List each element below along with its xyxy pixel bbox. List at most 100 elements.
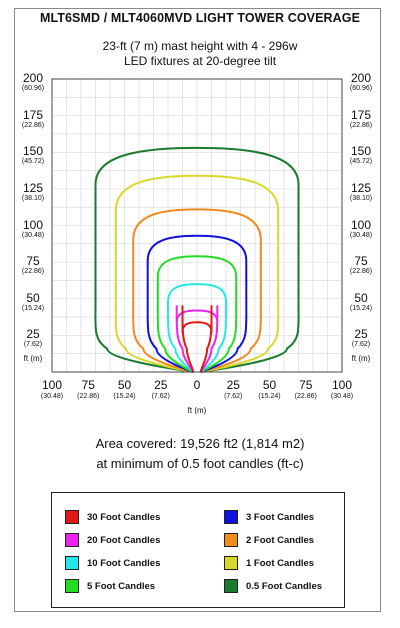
y-tick-label: 75 [354, 254, 368, 269]
x-tick-label: 50 [117, 378, 132, 392]
x-tick-metric: (22.86) [294, 393, 317, 400]
x-tick-label: 25 [154, 378, 168, 392]
x-tick-label: 75 [81, 378, 95, 392]
y-tick-label: 25 [26, 327, 40, 342]
legend-item: 5 Foot Candles [65, 577, 155, 595]
y-tick-metric: (7.62) [351, 341, 371, 349]
x-tick-metric: (30.48) [40, 393, 64, 400]
y-tick-label: 100 [350, 217, 372, 232]
contour-2-foot-candles [132, 208, 262, 373]
legend-swatch [65, 533, 79, 547]
x-tick-metric: (7.62) [224, 393, 243, 400]
x-tick-label: 75 [299, 378, 313, 392]
y-tick-metric: (45.72) [21, 158, 45, 166]
legend-swatch [65, 556, 79, 570]
y-tick-metric: (38.10) [349, 194, 373, 202]
x-tick-label: 100 [331, 378, 353, 392]
x-tick: 50 (15.24) [248, 379, 292, 400]
legend-label: 3 Foot Candles [246, 511, 315, 523]
x-tick-metric: (22.86) [77, 393, 100, 400]
contour-20-foot-candles [175, 305, 219, 373]
y-tick-label: 50 [354, 290, 368, 305]
legend-swatch [224, 556, 238, 570]
y-tick-right: 125 (38.10) [340, 182, 382, 202]
legend-swatch [224, 510, 238, 524]
x-tick: 25 (7.62) [211, 379, 255, 400]
contour-1-foot-candles [114, 174, 280, 373]
legend-item: 2 Foot Candles [224, 531, 314, 549]
legend-label: 0.5 Foot Candles [246, 580, 323, 592]
area-minimum-text: at minimum of 0.5 foot candles (ft-c) [96, 456, 304, 471]
x-tick-label: 0 [193, 378, 201, 392]
legend-item: 1 Foot Candles [224, 554, 314, 572]
y-tick-label: 200 [22, 71, 44, 85]
contour-0-5-foot-candles [94, 146, 300, 373]
contour-10-foot-candles [166, 283, 228, 373]
y-tick-metric: (22.86) [21, 121, 45, 129]
legend-item: 30 Foot Candles [65, 508, 160, 526]
chart-title: MLT6SMD / MLT4060MVD LIGHT TOWER COVERAG… [39, 11, 361, 25]
y-tick-right: 200 (60.96) [340, 72, 382, 92]
y-tick-right: 75 (22.86) [340, 255, 382, 275]
y-tick-right: 100 (30.48) [340, 219, 382, 239]
x-tick-label: 25 [226, 378, 240, 392]
y-tick-label: 150 [22, 144, 44, 159]
y-tick-right: 150 (45.72) [340, 145, 382, 165]
y-tick-right: 25 (7.62) [340, 328, 382, 348]
y-tick-metric: (22.86) [349, 121, 373, 129]
y-tick-metric: (38.10) [21, 194, 45, 202]
legend-item: 20 Foot Candles [65, 531, 160, 549]
chart-subtitle-line2: LED fixtures at 20-degree tilt [123, 54, 277, 68]
x-tick-metric: (30.48) [330, 393, 354, 400]
legend-label: 20 Foot Candles [87, 534, 161, 546]
y-tick-left: 50 (15.24) [12, 292, 54, 312]
area-covered-text: Area covered: 19,526 ft2 (1,814 m2) [95, 436, 305, 451]
y-tick-label: 75 [26, 254, 40, 269]
y-tick-right: 50 (15.24) [340, 292, 382, 312]
contour-30-foot-candles [181, 305, 213, 373]
legend-item: 3 Foot Candles [224, 508, 314, 526]
y-tick-left: 200 (60.96) [12, 72, 54, 92]
x-axis-unit: ft (m) [187, 406, 207, 415]
y-tick-right: 175 (22.86) [340, 109, 382, 129]
x-tick: 100 (30.48) [30, 379, 74, 400]
plot-border [51, 78, 343, 373]
x-tick: 0 [175, 379, 219, 393]
chart-subtitle-line1: 23-ft (7 m) mast height with 4 - 296w [102, 39, 298, 53]
y-tick-metric: (45.72) [349, 158, 373, 166]
y-tick-left: 175 (22.86) [12, 109, 54, 129]
y-tick-label: 150 [350, 144, 372, 159]
legend-label: 5 Foot Candles [87, 580, 156, 592]
y-tick-metric: (22.86) [349, 268, 373, 276]
y-tick-left: 100 (30.48) [12, 219, 54, 239]
legend: 30 Foot Candles 3 Foot Candles 20 Foot Can… [51, 492, 345, 608]
x-tick-metric: (7.62) [151, 393, 170, 400]
legend-label: 10 Foot Candles [87, 557, 161, 569]
x-tick-label: 100 [41, 378, 63, 392]
legend-item: 0.5 Foot Candles [224, 577, 322, 595]
y-tick-metric: (60.96) [349, 85, 373, 92]
y-tick-label: 175 [350, 107, 372, 122]
legend-label: 30 Foot Candles [87, 511, 161, 523]
x-tick-metric: (15.24) [258, 393, 281, 400]
x-tick: 25 (7.62) [139, 379, 183, 400]
y-tick-metric: (60.96) [21, 85, 45, 92]
contour-5-foot-candles [156, 255, 238, 373]
chart-frame [14, 8, 381, 612]
y-axis-unit-right: ft (m) [351, 354, 371, 363]
y-tick-label: 50 [26, 290, 40, 305]
contour-lines [94, 146, 300, 373]
legend-label: 2 Foot Candles [246, 534, 315, 546]
y-tick-label: 25 [354, 327, 368, 342]
y-tick-metric: (15.24) [21, 304, 45, 312]
y-tick-left: 25 (7.62) [12, 328, 54, 348]
y-tick-label: 125 [350, 180, 372, 195]
x-tick: 100 (30.48) [320, 379, 364, 400]
legend-swatch [224, 533, 238, 547]
x-tick-label: 50 [262, 378, 277, 392]
x-tick: 50 (15.24) [103, 379, 147, 400]
y-tick-left: 150 (45.72) [12, 145, 54, 165]
legend-swatch [65, 510, 79, 524]
x-tick: 75 (22.86) [284, 379, 328, 400]
